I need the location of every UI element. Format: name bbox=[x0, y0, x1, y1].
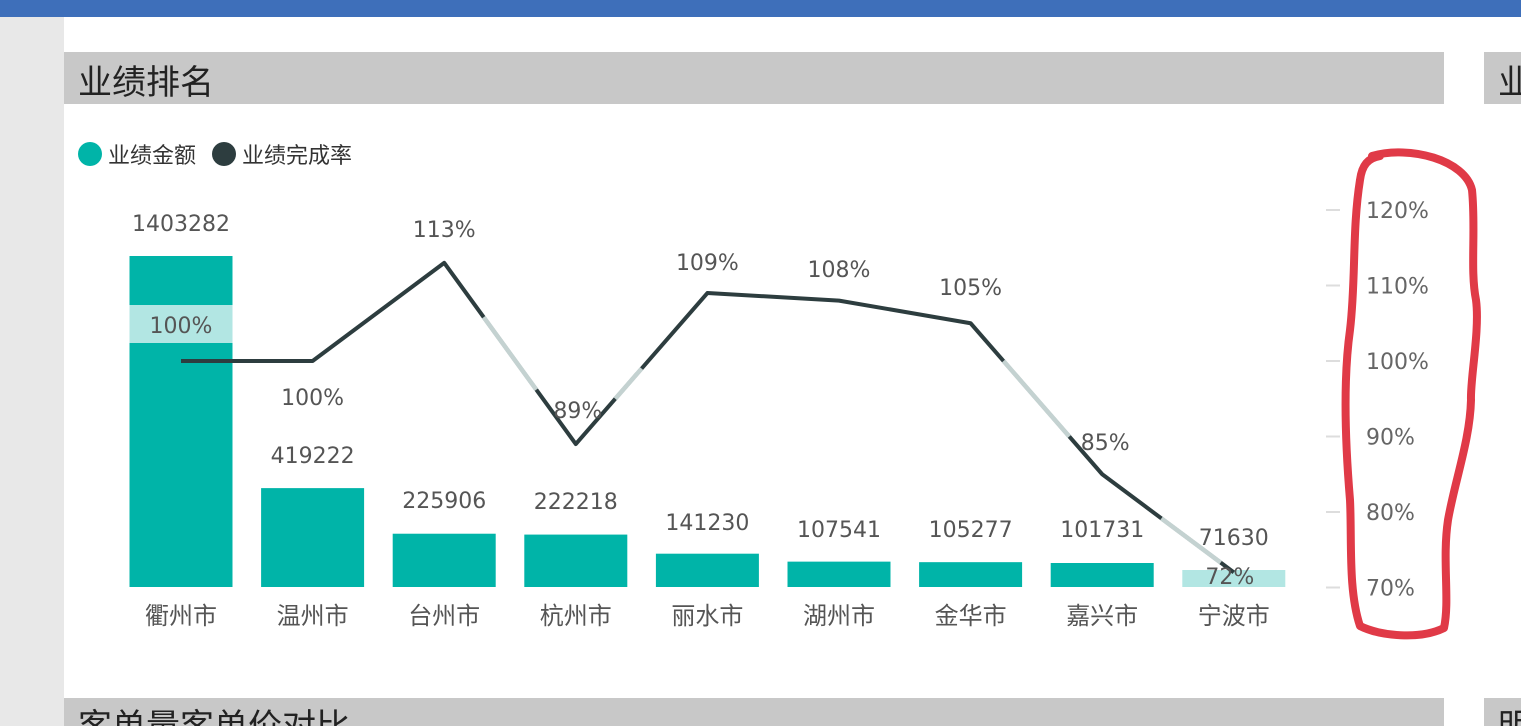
rate-value-label-9: 72% bbox=[1205, 565, 1254, 590]
bar-1-label-band bbox=[129, 305, 233, 343]
rate-value-label-8: 85% bbox=[1081, 431, 1130, 456]
rate-value-label-5: 109% bbox=[676, 251, 739, 276]
bar-value-label-5: 141230 bbox=[665, 511, 749, 536]
rate-line-occluded-2 bbox=[1001, 359, 1071, 438]
category-label-9: 宁波市 bbox=[1198, 602, 1270, 630]
category-label-3: 台州市 bbox=[408, 602, 480, 630]
rate-value-label-2: 100% bbox=[281, 386, 344, 411]
bar-value-label-2: 419222 bbox=[271, 444, 355, 469]
legend-item-rate[interactable]: 业绩完成率 bbox=[212, 138, 352, 170]
bar-2[interactable] bbox=[261, 488, 365, 587]
rate-line-occluded-1 bbox=[481, 315, 539, 392]
category-label-5: 丽水市 bbox=[671, 602, 743, 630]
legend-label-amount: 业绩金额 bbox=[108, 144, 197, 169]
category-label-4: 杭州市 bbox=[540, 602, 612, 630]
bar-3[interactable] bbox=[392, 533, 496, 587]
right-axis-tick-1: 120% bbox=[1366, 199, 1429, 224]
legend-item-amount[interactable]: 业绩金额 bbox=[78, 138, 196, 170]
category-label-7: 金华市 bbox=[935, 602, 1007, 630]
right-axis-tick-2: 110% bbox=[1366, 275, 1429, 300]
red-annotation-outline bbox=[1341, 148, 1481, 640]
panel-title-bottom-right: 明 bbox=[1484, 698, 1521, 726]
panel-title-ranking: 业绩排名 bbox=[64, 52, 1444, 104]
category-label-8: 嘉兴市 bbox=[1066, 602, 1138, 630]
chart-legend: 业绩金额 业绩完成率 bbox=[78, 138, 360, 170]
right-axis-tick-6: 70% bbox=[1366, 577, 1415, 602]
bar-value-label-8: 101731 bbox=[1060, 518, 1144, 543]
right-axis-tick-5: 80% bbox=[1366, 501, 1415, 526]
bar-5[interactable] bbox=[655, 553, 759, 587]
bar-value-label-4: 222218 bbox=[534, 490, 618, 515]
bar-9[interactable] bbox=[1182, 570, 1286, 587]
category-label-2: 温州市 bbox=[277, 602, 349, 630]
panel-title-comparison: 客单量客单价对比 bbox=[64, 698, 1444, 726]
right-axis-tick-3: 100% bbox=[1366, 350, 1429, 375]
right-axis-tick-4: 90% bbox=[1366, 426, 1415, 451]
rate-line-occluded-3 bbox=[1160, 516, 1222, 565]
rate-value-label-3: 113% bbox=[413, 218, 476, 243]
category-label-1: 衢州市 bbox=[145, 602, 217, 630]
bar-value-label-3: 225906 bbox=[402, 489, 486, 514]
bar-value-label-6: 107541 bbox=[797, 518, 881, 543]
bar-4[interactable] bbox=[524, 534, 628, 587]
legend-marker-rate bbox=[212, 142, 237, 166]
bar-value-label-7: 105277 bbox=[929, 518, 1013, 543]
bar-7[interactable] bbox=[919, 562, 1023, 587]
legend-label-rate: 业绩完成率 bbox=[242, 144, 353, 169]
report-canvas bbox=[64, 17, 1521, 726]
bar-value-label-1: 1403282 bbox=[132, 212, 230, 237]
rate-value-label-1: 100% bbox=[150, 314, 213, 339]
legend-marker-amount bbox=[78, 142, 102, 166]
panel-title-right: 业 bbox=[1484, 52, 1521, 104]
top-bar bbox=[0, 0, 1521, 17]
bar-value-label-9: 71630 bbox=[1199, 526, 1269, 551]
rate-value-label-6: 108% bbox=[808, 258, 871, 283]
bar-6[interactable] bbox=[787, 561, 891, 587]
rate-value-label-7: 105% bbox=[939, 276, 1002, 301]
rate-line-occluded-4 bbox=[613, 367, 644, 401]
category-label-6: 湖州市 bbox=[803, 602, 875, 630]
rate-value-label-4: 89% bbox=[553, 399, 602, 424]
bar-8[interactable] bbox=[1050, 563, 1154, 587]
